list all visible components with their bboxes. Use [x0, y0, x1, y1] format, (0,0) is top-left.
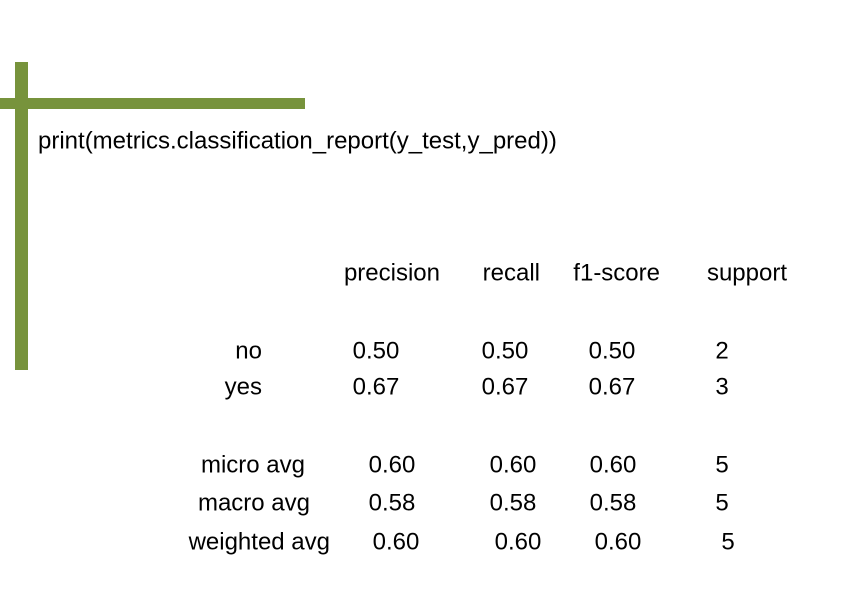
cell-value: 0.60: [373, 528, 420, 555]
cell-value: 0.50: [353, 337, 400, 364]
accent-bar-horizontal: [0, 98, 305, 109]
column-header: recall: [483, 259, 540, 286]
cell-value: 5: [715, 489, 728, 516]
cell-value: 0.60: [369, 451, 416, 478]
cell-value: 0.60: [495, 528, 542, 555]
column-header: support: [707, 259, 787, 286]
cell-value: 5: [721, 528, 734, 555]
cell-value: 0.58: [490, 489, 537, 516]
cell-value: 0.67: [482, 373, 529, 400]
row-label: macro avg: [198, 489, 310, 516]
column-header: f1-score: [573, 259, 660, 286]
cell-value: 2: [715, 337, 728, 364]
cell-value: 0.50: [482, 337, 529, 364]
cell-value: 0.58: [369, 489, 416, 516]
cell-value: 3: [715, 373, 728, 400]
cell-value: 0.60: [490, 451, 537, 478]
cell-value: 0.67: [353, 373, 400, 400]
column-header: precision: [344, 259, 440, 286]
row-label: no: [235, 337, 262, 364]
cell-value: 0.60: [595, 528, 642, 555]
cell-value: 0.60: [590, 451, 637, 478]
row-label: weighted avg: [188, 528, 330, 555]
row-label: micro avg: [201, 451, 305, 478]
cell-value: 0.67: [589, 373, 636, 400]
cell-value: 5: [715, 451, 728, 478]
accent-bar-vertical: [15, 62, 28, 370]
cell-value: 0.50: [589, 337, 636, 364]
code-line: print(metrics.classification_report(y_te…: [38, 127, 557, 154]
row-label: yes: [225, 373, 262, 400]
cell-value: 0.58: [590, 489, 637, 516]
